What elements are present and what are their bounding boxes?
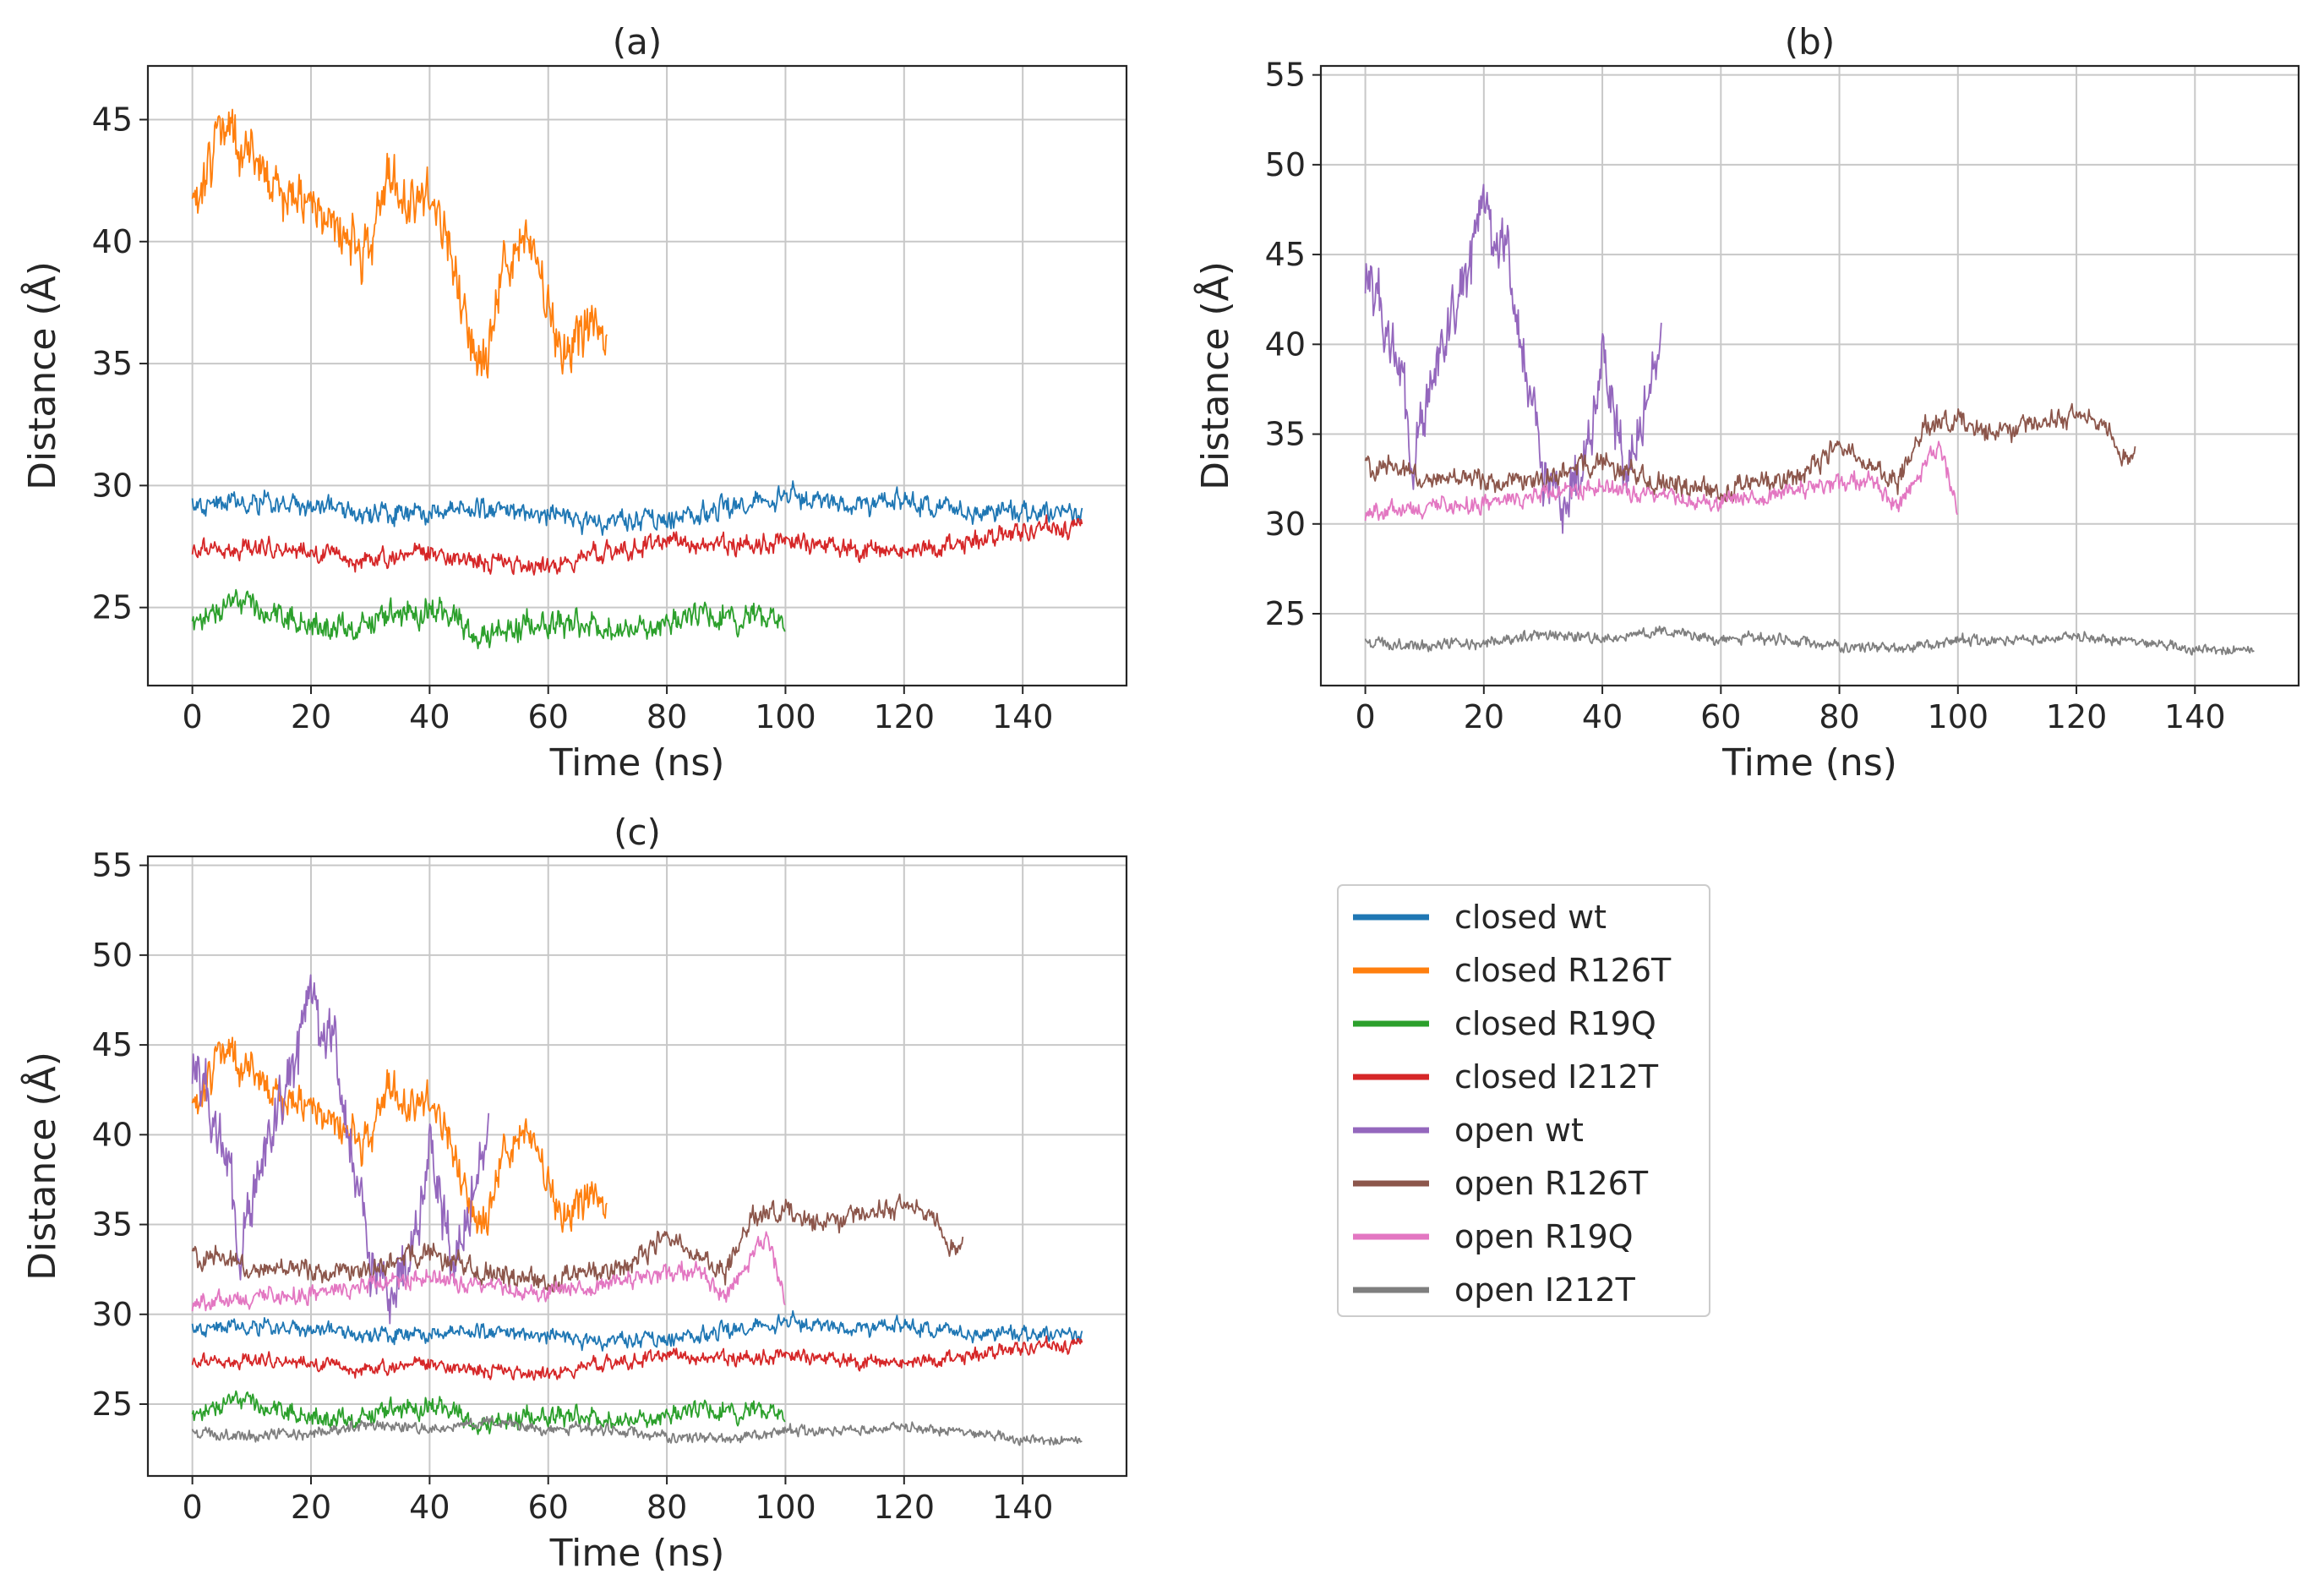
x-tick-label: 140 (992, 698, 1054, 735)
axes-frame (146, 64, 1128, 687)
y-tick-label: 50 (1265, 146, 1306, 183)
y-tick-label: 55 (1265, 57, 1306, 94)
legend-label-open-r126t: open R126T (1454, 1165, 1649, 1202)
y-tick-label: 35 (92, 1206, 133, 1243)
y-tick-label: 35 (92, 345, 133, 382)
series-line-open-r126t (191, 1193, 964, 1293)
series-group (191, 974, 1083, 1446)
legend-label-closed-r126t: closed R126T (1454, 952, 1672, 989)
x-tick-label: 40 (1582, 698, 1623, 735)
x-tick-label: 80 (1819, 698, 1859, 735)
legend-label-closed-wt: closed wt (1454, 899, 1607, 936)
y-tick-label: 30 (92, 467, 133, 504)
y-tick-label: 40 (92, 1116, 133, 1153)
series-group (191, 108, 1083, 650)
legend-label-closed-i212t: closed I212T (1454, 1058, 1659, 1096)
series-line-closed-r19q (191, 1390, 786, 1435)
legend-label-open-r19q: open R19Q (1454, 1218, 1634, 1255)
x-tick-label: 140 (992, 1489, 1054, 1526)
x-tick-label: 100 (1928, 698, 1989, 735)
legend: closed wt closed R126T closed R19Q closed I… (1337, 884, 1710, 1317)
x-tick-label: 40 (409, 1489, 450, 1526)
y-tick-label: 30 (92, 1296, 133, 1333)
series-line-closed-i212t (191, 514, 1083, 576)
series-line-open-r19q (191, 1231, 786, 1312)
legend-label-open-i212t: open I212T (1454, 1271, 1636, 1309)
panel-title: (a) (613, 21, 663, 63)
y-tick-label: 25 (92, 589, 133, 626)
y-axis-label: Distance (Å) (19, 261, 64, 490)
x-tick-label: 20 (1464, 698, 1504, 735)
legend-label-closed-r19q: closed R19Q (1454, 1005, 1656, 1042)
series-line-closed-r19q (191, 588, 786, 650)
legend-label-open-wt: open wt (1454, 1112, 1584, 1149)
series-line-open-wt (191, 974, 490, 1325)
y-axis-label: Distance (Å) (19, 1052, 64, 1281)
series-line-closed-r126t (191, 1036, 608, 1236)
series-line-open-wt (1364, 183, 1662, 534)
y-tick-label: 55 (92, 847, 133, 884)
series-line-open-i212t (191, 1416, 1083, 1446)
x-tick-label: 80 (646, 1489, 687, 1526)
series-line-closed-wt (191, 480, 1083, 536)
x-tick-label: 120 (2046, 698, 2108, 735)
y-tick-label: 40 (92, 223, 133, 260)
axes-frame (146, 855, 1128, 1478)
y-tick-label: 40 (1265, 325, 1306, 363)
panel-title: (c) (614, 812, 661, 853)
x-tick-label: 20 (291, 1489, 331, 1526)
y-tick-label: 30 (1265, 506, 1306, 543)
y-tick-label: 45 (92, 1026, 133, 1063)
x-tick-label: 120 (874, 698, 936, 735)
series-group (1364, 183, 2255, 656)
y-tick-label: 25 (92, 1386, 133, 1423)
series-line-closed-r126t (191, 108, 608, 379)
y-tick-label: 25 (1265, 595, 1306, 632)
series-line-open-r126t (1364, 402, 2136, 503)
y-tick-label: 35 (1265, 416, 1306, 453)
x-tick-label: 0 (183, 1489, 203, 1526)
x-tick-label: 20 (291, 698, 331, 735)
x-axis-label: Time (ns) (1721, 741, 1897, 784)
x-tick-label: 140 (2164, 698, 2226, 735)
axes-frame (1319, 64, 2300, 687)
series-line-open-i212t (1364, 626, 2255, 656)
legend-box (1337, 884, 1710, 1317)
x-tick-label: 60 (528, 1489, 569, 1526)
x-tick-label: 0 (183, 698, 203, 735)
x-tick-label: 60 (1700, 698, 1741, 735)
panel-a: 0 20 40 60 80 100 120 140 25 30 35 40 45 (a) Time (ns)… (19, 21, 1128, 784)
x-tick-label: 80 (646, 698, 687, 735)
panel-title: (b) (1785, 21, 1835, 63)
x-tick-label: 120 (874, 1489, 936, 1526)
series-line-closed-i212t (191, 1335, 1083, 1381)
series-line-closed-wt (191, 1309, 1083, 1352)
panel-c: 0 20 40 60 80 100 120 140 25 30 35 40 45 50 55 (c) Time … (19, 812, 1128, 1575)
x-tick-label: 0 (1355, 698, 1375, 735)
y-axis-label: Distance (Å) (1192, 261, 1237, 490)
x-axis-label: Time (ns) (549, 741, 725, 784)
x-tick-label: 40 (409, 698, 450, 735)
x-tick-label: 100 (755, 698, 816, 735)
y-tick-label: 50 (92, 937, 133, 974)
x-axis-label: Time (ns) (549, 1532, 725, 1575)
y-tick-label: 45 (92, 101, 133, 138)
y-tick-label: 45 (1265, 236, 1306, 273)
panel-b: 0 20 40 60 80 100 120 140 25 30 35 40 45 50 55 (b) Time … (1192, 21, 2300, 784)
series-line-open-r19q (1364, 440, 1958, 522)
x-tick-label: 100 (755, 1489, 816, 1526)
x-tick-label: 60 (528, 698, 569, 735)
